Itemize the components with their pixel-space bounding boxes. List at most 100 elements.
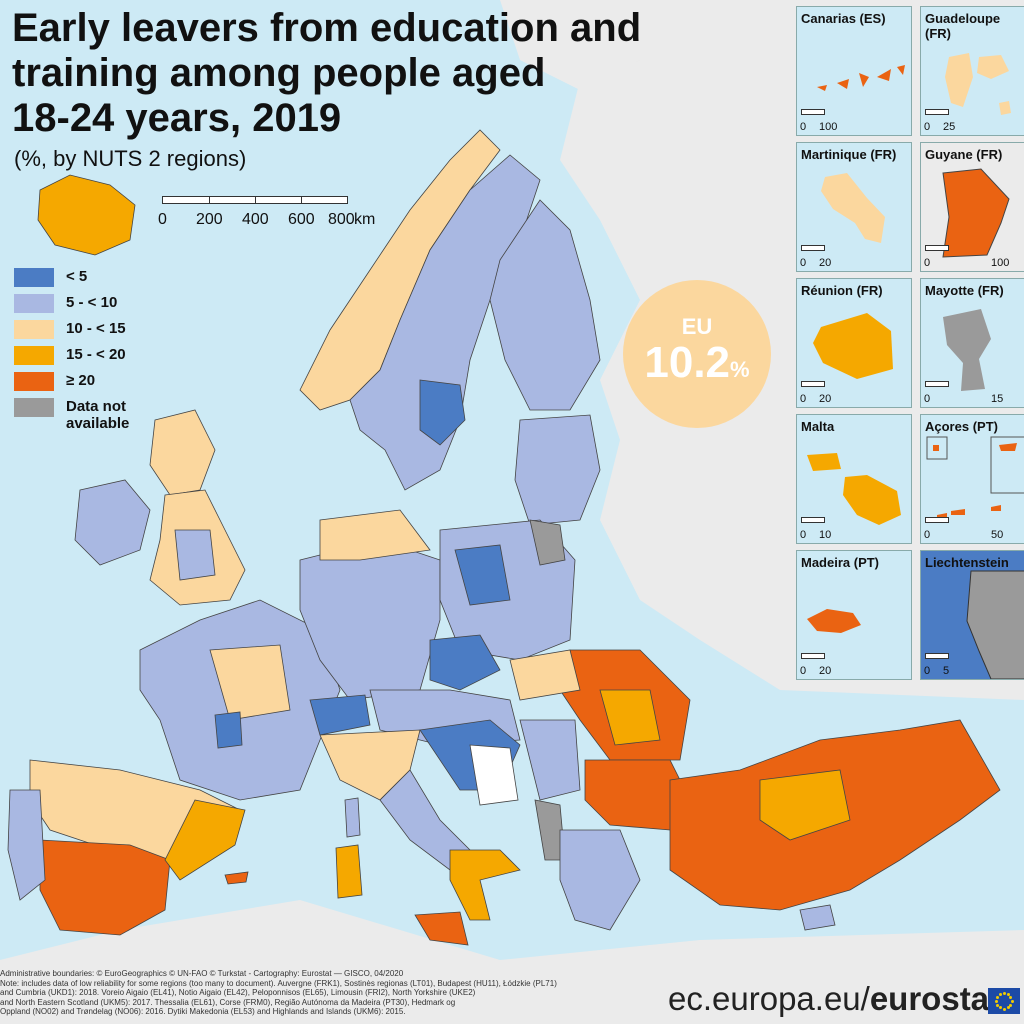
- eurostat-brand[interactable]: ec.europa.eu/eurostat: [668, 980, 1000, 1018]
- inset-scale-bar: [801, 517, 825, 523]
- inset-scale-bar: [801, 653, 825, 659]
- legend-swatch: [14, 268, 54, 287]
- inset-mayotte-shape: [943, 309, 991, 391]
- inset-guadeloupe: Guadeloupe (FR) 0 25: [920, 6, 1024, 136]
- region-france-lyon: [214, 711, 243, 749]
- greenland-land: [500, 0, 640, 90]
- inset-scale-0: 0: [924, 529, 931, 541]
- scale-tick-0: 0: [158, 211, 167, 228]
- eu-flag-star: [1002, 991, 1006, 995]
- region-sicily: [414, 911, 469, 946]
- inset-canarias: Canarias (ES) 0 100: [796, 6, 912, 136]
- inset-scale-0: 0: [924, 665, 931, 677]
- inset-scale-0: 0: [924, 257, 931, 269]
- region-ireland: [74, 479, 151, 566]
- region-portugal: [7, 789, 46, 901]
- eu-flag-star: [1002, 1007, 1006, 1011]
- inset-name: Guyane (FR): [925, 147, 1003, 162]
- inset-scale-0: 0: [800, 121, 807, 133]
- eu-flag-star: [1009, 995, 1013, 999]
- legend-label: Data not available: [66, 398, 130, 432]
- region-uk-midlands: [174, 529, 216, 581]
- inset-scale-1: 20: [819, 665, 832, 677]
- inset-name: Açores (PT): [925, 419, 998, 434]
- inset-scale-1: 5: [943, 665, 950, 677]
- inset-name: Malta: [801, 419, 835, 434]
- region-spain-east: [164, 799, 246, 881]
- map-subtitle: (%, by NUTS 2 regions): [14, 146, 247, 171]
- inset-scale-bar: [801, 381, 825, 387]
- region-france-centre: [209, 644, 291, 721]
- region-sardinia: [335, 844, 363, 899]
- inset-malta-shape: [807, 453, 901, 525]
- brand-domain: ec.europa.eu/: [668, 980, 870, 1017]
- region-slovakia: [509, 649, 581, 701]
- inset-name: Canarias (ES): [801, 11, 886, 26]
- legend-swatch: [14, 320, 54, 339]
- inset-name: Liechtenstein: [925, 555, 1009, 570]
- eu-flag-star: [995, 1003, 999, 1007]
- legend-label: 10 - < 15: [66, 320, 126, 337]
- inset-martinique: Martinique (FR) 0 20: [796, 142, 912, 272]
- scale-bar-track: [162, 196, 348, 204]
- inset-guyane-shape: [942, 168, 1010, 258]
- inset-scale-bar: [925, 517, 949, 523]
- inset-name: Réunion (FR): [801, 283, 883, 298]
- region-finland: [489, 199, 601, 411]
- inset-scale-0: 0: [924, 121, 931, 133]
- legend-item: 10 - < 15: [14, 320, 129, 343]
- region-czechia: [429, 634, 501, 691]
- inset-scale-bar: [925, 245, 949, 251]
- region-serbia: [519, 719, 581, 801]
- eu-flag-icon: [988, 988, 1020, 1014]
- inset-name: Mayotte (FR): [925, 283, 1004, 298]
- map-title: Early leavers from education and trainin…: [12, 6, 642, 140]
- region-baltics: [514, 414, 601, 526]
- region-corsica: [344, 797, 361, 838]
- eu-average-label: EU: [681, 314, 713, 339]
- inset-madeira-shape: [807, 609, 861, 633]
- footnote: Administrative boundaries: © EuroGeograp…: [0, 969, 557, 1016]
- inset-canarias-shape: [817, 65, 905, 91]
- scale-tick-400: 400: [242, 211, 269, 228]
- inset-scale-1: 25: [943, 121, 956, 133]
- inset-guadeloupe-shape: [945, 53, 1011, 115]
- legend-swatch: [14, 346, 54, 365]
- region-turkey-centre: [759, 769, 851, 841]
- region-bosnia: [469, 744, 519, 806]
- eu-flag-star: [1009, 1003, 1013, 1007]
- region-balearics: [224, 871, 249, 885]
- legend-item: 5 - < 10: [14, 294, 129, 317]
- inset-scale-bar: [801, 245, 825, 251]
- inset-scale-1: 20: [819, 257, 832, 269]
- inset-scale-bar: [925, 381, 949, 387]
- inset-mayotte: Mayotte (FR) 0 15: [920, 278, 1024, 408]
- eu-flag-star: [995, 995, 999, 999]
- eu-average-unit: %: [730, 357, 750, 382]
- inset-scale-1: 100: [991, 257, 1010, 269]
- inset-scale-1: 15: [991, 393, 1004, 405]
- scale-tick-800: 800: [328, 211, 355, 228]
- legend-item: 15 - < 20: [14, 346, 129, 369]
- legend-label: ≥ 20: [66, 372, 96, 389]
- inset-scale-0: 0: [800, 665, 807, 677]
- region-cyprus: [799, 904, 836, 931]
- region-switzerland: [309, 694, 371, 736]
- inset-acores-shape: [926, 436, 1024, 519]
- inset-acores: Açores (PT) 0 50: [920, 414, 1024, 544]
- legend-swatch: [14, 372, 54, 391]
- legend-label: 5 - < 10: [66, 294, 118, 311]
- inset-reunion: Réunion (FR) 0 20: [796, 278, 912, 408]
- scale-tick-600: 600: [288, 211, 315, 228]
- legend: < 5 5 - < 10 10 - < 15 15 - < 20 ≥ 20 Da…: [14, 268, 129, 432]
- brand-name: eurostat: [869, 980, 1001, 1017]
- region-uk-scotland: [149, 409, 216, 496]
- inset-liechtenstein-shape: [966, 570, 1024, 679]
- eu-average-value-wrap: 10.2%: [623, 338, 771, 388]
- region-iceland: [37, 174, 136, 256]
- inset-scale-0: 0: [800, 257, 807, 269]
- legend-label: 15 - < 20: [66, 346, 126, 363]
- eu-flag-star: [994, 999, 998, 1003]
- eu-flag-star: [1006, 992, 1010, 996]
- inset-martinique-shape: [821, 173, 885, 243]
